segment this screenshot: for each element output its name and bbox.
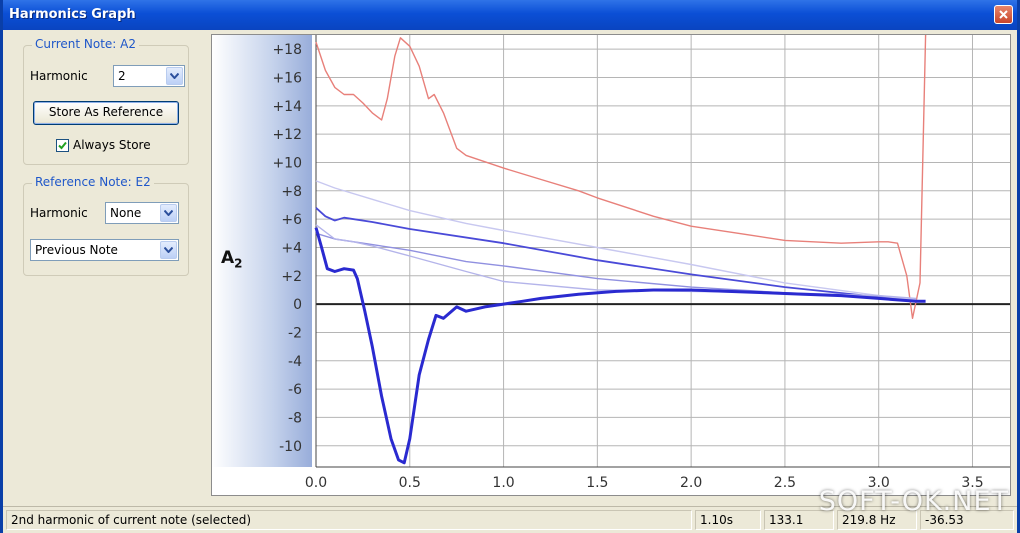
- y-tick-label: +8: [281, 184, 302, 200]
- series-line-2: [315, 207, 917, 303]
- y-tick-label: -10: [279, 439, 302, 455]
- reference-harmonic-value: None: [110, 206, 142, 220]
- reference-mode-dropdown-button[interactable]: [160, 241, 177, 259]
- y-tick-label: +10: [272, 155, 302, 171]
- chevron-down-icon: [164, 247, 173, 253]
- note-letter: A: [221, 248, 235, 268]
- y-tick-label: 0: [293, 297, 302, 313]
- note-label: A2: [221, 248, 243, 270]
- current-harmonic-select[interactable]: 2: [113, 65, 185, 87]
- always-store-checkbox[interactable]: [56, 139, 69, 152]
- close-button[interactable]: [994, 5, 1013, 24]
- series-line-6: [314, 227, 926, 465]
- left-control-panel: Current Note: A2 Harmonic 2 Store As Ref…: [11, 36, 197, 480]
- harmonics-chart: 0.0 0.5 1.0 1.5 2.0 2.5 3.0 3.5 +18 +16 +14 +12 +10 +…: [272, 35, 1010, 491]
- y-tick-label: -4: [288, 354, 302, 370]
- series-line-5: [315, 224, 917, 300]
- reference-note-group: Reference Note: E2 Harmonic None Previou…: [23, 175, 189, 276]
- status-time: 1.10s: [695, 510, 761, 530]
- y-tick-label: +12: [272, 127, 302, 143]
- status-bar: 2nd harmonic of current note (selected) …: [3, 506, 1017, 533]
- harmonics-plot[interactable]: A2 0.0 0.5 1.0 1.5 2.0 2.5 3.0 3.5 +18 +16 +14 +12 +…: [211, 34, 1011, 496]
- current-note-legend: Current Note: A2: [32, 37, 139, 51]
- current-harmonic-value: 2: [118, 69, 126, 83]
- close-icon: [999, 10, 1008, 19]
- reference-harmonic-select[interactable]: None: [105, 202, 179, 224]
- y-tick-label: +16: [272, 70, 302, 86]
- current-harmonic-dropdown-button[interactable]: [166, 67, 183, 85]
- status-message: 2nd harmonic of current note (selected): [6, 510, 692, 530]
- status-value-b: -36.53: [920, 510, 1014, 530]
- title-bar[interactable]: Harmonics Graph: [3, 0, 1017, 30]
- x-tick-label: 1.5: [586, 475, 608, 491]
- series-line-1: [315, 35, 927, 319]
- current-note-group: Current Note: A2 Harmonic 2 Store As Ref…: [23, 37, 189, 165]
- watermark-logo: SOFT-OK.NET: [818, 486, 1009, 517]
- y-tick-label: +4: [281, 240, 302, 256]
- y-tick-label: -6: [288, 382, 302, 398]
- checkmark-icon: [58, 141, 67, 150]
- reference-note-legend: Reference Note: E2: [32, 175, 154, 189]
- current-harmonic-label: Harmonic: [30, 69, 88, 83]
- y-tick-label: +14: [272, 99, 302, 115]
- store-as-reference-button[interactable]: Store As Reference: [33, 101, 179, 125]
- x-tick-label: 2.0: [680, 475, 702, 491]
- reference-harmonic-dropdown-button[interactable]: [160, 204, 177, 222]
- y-tick-label: +2: [281, 269, 302, 285]
- reference-harmonic-label: Harmonic: [30, 206, 88, 220]
- reference-mode-select[interactable]: Previous Note: [30, 239, 179, 261]
- reference-mode-value: Previous Note: [35, 243, 118, 257]
- status-value-a: 133.1: [764, 510, 834, 530]
- x-tick-label: 3.5: [961, 475, 983, 491]
- y-axis-band: [212, 35, 312, 467]
- chevron-down-icon: [170, 73, 179, 79]
- y-tick-label: -8: [288, 410, 302, 426]
- series-line-4: [315, 180, 917, 301]
- y-tick-label: -2: [288, 325, 302, 341]
- note-octave: 2: [234, 256, 243, 271]
- x-tick-label: 3.0: [868, 475, 890, 491]
- chevron-down-icon: [164, 210, 173, 216]
- x-tick-label: 0.0: [305, 475, 327, 491]
- always-store-label: Always Store: [73, 138, 151, 152]
- x-tick-label: 0.5: [399, 475, 421, 491]
- y-tick-label: +18: [272, 42, 302, 58]
- x-tick-label: 2.5: [774, 475, 796, 491]
- x-tick-label: 1.0: [492, 475, 514, 491]
- window-title: Harmonics Graph: [9, 7, 136, 22]
- status-frequency: 219.8 Hz: [837, 510, 917, 530]
- y-tick-label: +6: [281, 212, 302, 228]
